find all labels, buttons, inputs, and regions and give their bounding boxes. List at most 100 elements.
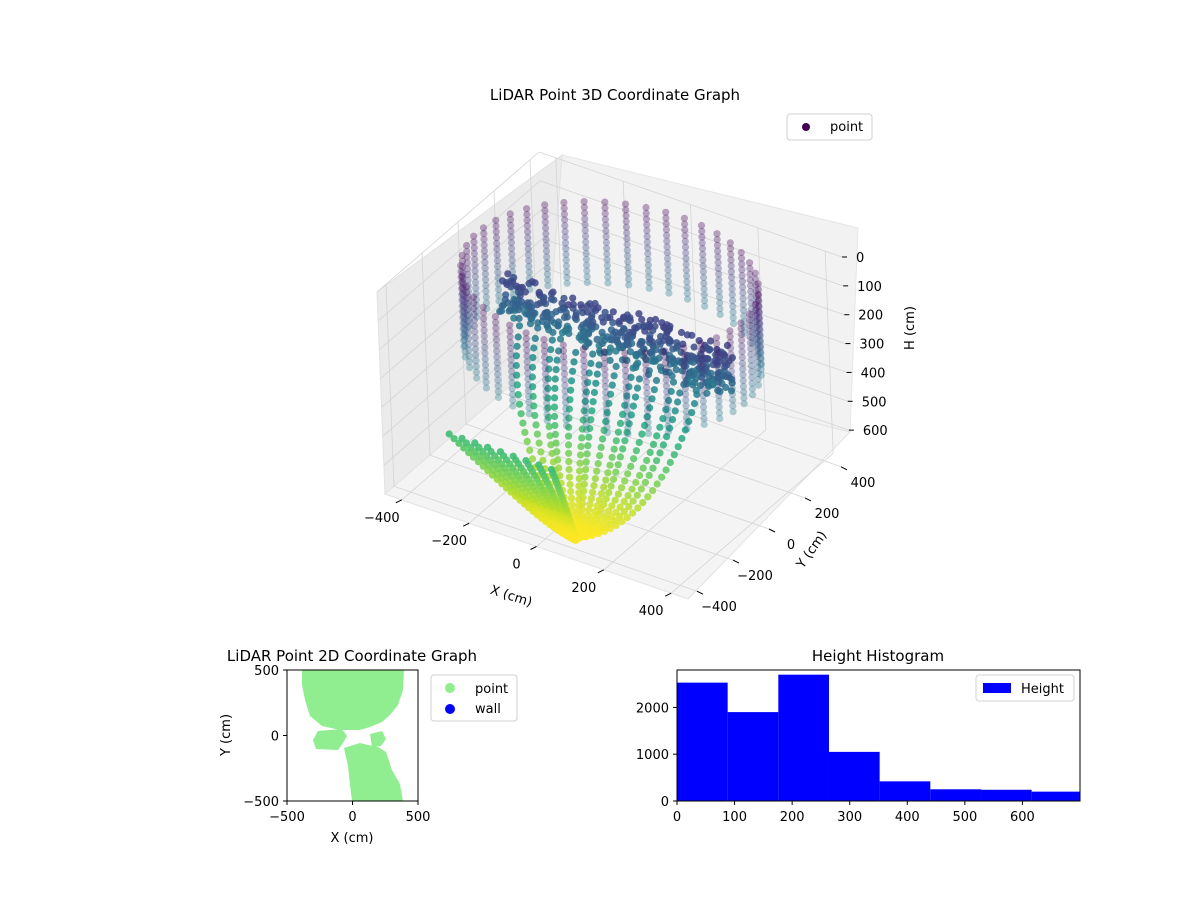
cloud-2d-shelf-right bbox=[370, 731, 386, 747]
point-3d bbox=[460, 292, 468, 300]
point-3d bbox=[753, 341, 761, 349]
point-3d bbox=[458, 291, 466, 299]
point-3d bbox=[676, 389, 684, 397]
point-3d bbox=[626, 348, 635, 356]
point-3d bbox=[494, 285, 503, 294]
legend-marker-wall-2d bbox=[445, 704, 455, 714]
point-3d bbox=[460, 337, 468, 345]
point-3d bbox=[649, 487, 657, 495]
point-3d bbox=[482, 372, 490, 380]
point-3d bbox=[551, 375, 559, 383]
point-3d bbox=[457, 279, 465, 287]
ytick-2d: 500 bbox=[254, 664, 279, 679]
point-3d bbox=[458, 272, 466, 280]
point-3d bbox=[471, 261, 479, 269]
point-3d bbox=[698, 239, 706, 247]
point-3d bbox=[653, 480, 661, 488]
point-3d bbox=[562, 410, 570, 418]
ytick-3d: 0 bbox=[787, 538, 795, 553]
point-3d bbox=[622, 340, 631, 348]
point-3d bbox=[492, 228, 500, 236]
point-3d bbox=[755, 297, 763, 305]
point-3d bbox=[639, 464, 647, 472]
point-3d bbox=[740, 394, 748, 402]
xtick-3d: −200 bbox=[431, 534, 467, 549]
point-3d bbox=[608, 502, 616, 510]
point-3d bbox=[595, 361, 603, 369]
point-3d bbox=[535, 288, 543, 296]
point-3d bbox=[632, 478, 640, 487]
point-3d bbox=[464, 276, 472, 284]
point-3d bbox=[540, 347, 549, 355]
point-3d bbox=[470, 244, 478, 252]
point-3d bbox=[545, 365, 553, 373]
point-3d bbox=[754, 296, 762, 304]
point-3d bbox=[450, 435, 458, 443]
point-3d bbox=[571, 314, 579, 322]
point-3d bbox=[544, 413, 553, 421]
point-3d bbox=[625, 383, 633, 391]
point-3d bbox=[463, 247, 471, 255]
point-3d bbox=[469, 293, 478, 301]
point-3d bbox=[714, 368, 722, 377]
point-3d bbox=[757, 359, 765, 368]
point-3d bbox=[610, 445, 618, 453]
point-3d bbox=[603, 429, 611, 437]
point-3d bbox=[603, 417, 611, 425]
point-3d bbox=[746, 276, 754, 284]
point-3d bbox=[692, 375, 700, 383]
point-3d bbox=[463, 253, 471, 261]
point-3d bbox=[464, 323, 472, 331]
cloud-2d-shelf-left bbox=[313, 729, 347, 750]
point-3d bbox=[624, 470, 632, 478]
point-3d bbox=[624, 492, 632, 500]
point-3d bbox=[714, 374, 722, 382]
point-3d bbox=[738, 359, 747, 367]
point-3d bbox=[541, 364, 549, 373]
point-3d bbox=[563, 279, 571, 287]
point-3d bbox=[633, 491, 641, 499]
histogram-bar bbox=[828, 751, 880, 801]
point-3d bbox=[689, 381, 697, 389]
point-3d bbox=[754, 344, 762, 352]
point-3d bbox=[716, 415, 724, 423]
point-3d bbox=[726, 245, 735, 253]
point-3d bbox=[713, 345, 721, 353]
point-3d bbox=[524, 375, 532, 383]
plot-2d-ticks: −500−500 0 0 500 500 bbox=[243, 664, 430, 825]
point-3d bbox=[700, 279, 708, 287]
point-3d bbox=[583, 426, 591, 434]
point-3d bbox=[674, 443, 682, 451]
point-3d bbox=[614, 461, 622, 469]
ytick-3d: 400 bbox=[851, 476, 876, 491]
point-3d bbox=[572, 536, 580, 544]
point-3d bbox=[757, 354, 765, 362]
point-3d bbox=[623, 240, 631, 249]
point-3d bbox=[533, 430, 542, 438]
point-3d bbox=[580, 203, 588, 211]
point-3d bbox=[624, 269, 632, 277]
point-3d bbox=[457, 273, 465, 281]
histogram-bar bbox=[879, 781, 931, 801]
point-3d bbox=[577, 443, 585, 451]
point-3d bbox=[560, 198, 568, 207]
point-3d bbox=[728, 390, 737, 398]
point-3d bbox=[625, 420, 633, 428]
point-3d bbox=[560, 358, 568, 366]
point-3d bbox=[535, 439, 543, 447]
point-3d bbox=[492, 336, 500, 344]
point-3d bbox=[663, 243, 671, 251]
point-3d bbox=[561, 216, 569, 224]
point-3d bbox=[740, 329, 749, 337]
point-3d bbox=[543, 399, 551, 407]
point-3d bbox=[700, 297, 709, 305]
point-3d bbox=[615, 317, 623, 325]
point-3d bbox=[754, 333, 762, 341]
point-3d bbox=[492, 324, 500, 332]
point-3d bbox=[682, 413, 691, 421]
point-3d bbox=[646, 448, 654, 457]
point-3d bbox=[491, 313, 499, 321]
point-3d bbox=[541, 207, 549, 215]
point-3d bbox=[746, 259, 754, 267]
point-3d bbox=[544, 404, 552, 412]
